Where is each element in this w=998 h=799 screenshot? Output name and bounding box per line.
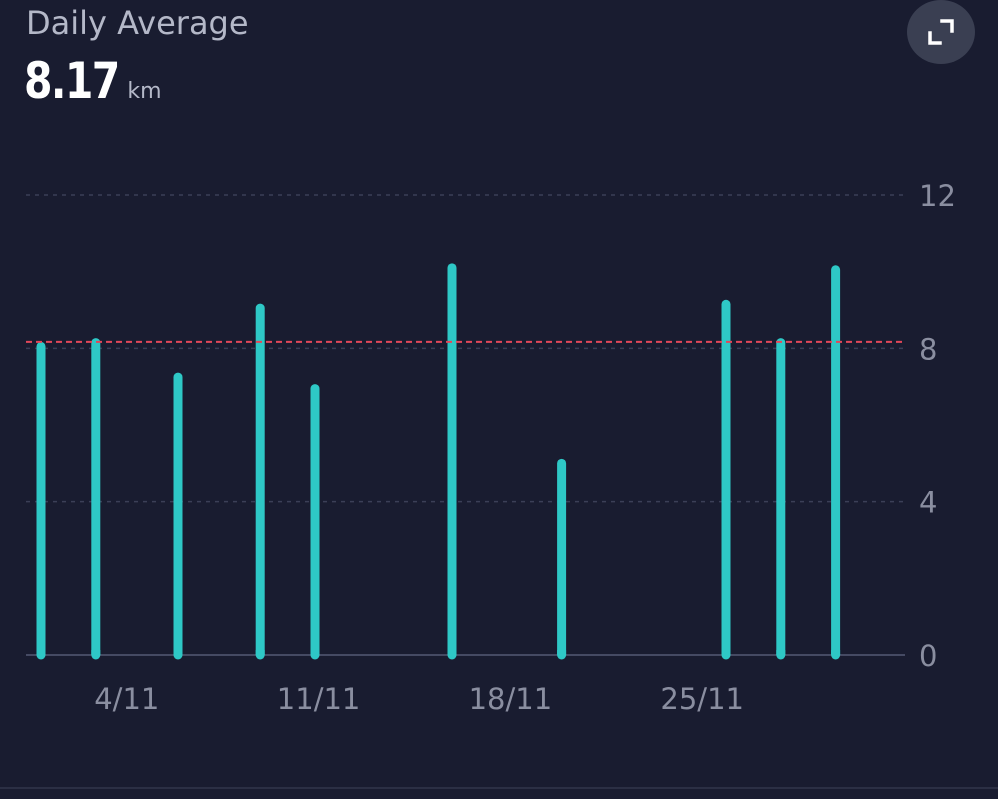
bar-base-27-11 — [721, 650, 731, 655]
bar-chart: 0 4 8 12 4/11 11/11 18/11 25/11 — [26, 179, 956, 716]
daily-average-value-row: 8.17 km — [24, 52, 162, 110]
bar-base-10-11 — [255, 650, 265, 655]
y-tick-label-4: 4 — [919, 486, 937, 520]
chart-title: Daily Average — [26, 4, 249, 42]
bar-base-17-11 — [447, 650, 457, 655]
divider — [0, 787, 998, 789]
daily-average-value: 8.17 — [24, 52, 120, 110]
daily-average-unit: km — [127, 79, 162, 104]
bar-base-21-11 — [557, 650, 567, 655]
x-tick-label-18-11: 18/11 — [469, 682, 553, 716]
expand-button[interactable] — [907, 0, 975, 64]
x-tick-label-11-11: 11/11 — [277, 682, 361, 716]
expand-icon — [928, 19, 954, 45]
bar-base-7-11 — [173, 650, 183, 655]
y-tick-label-0: 0 — [919, 639, 937, 673]
x-tick-label-25-11: 25/11 — [660, 682, 744, 716]
y-tick-label-8: 8 — [919, 332, 937, 366]
y-tick-label-12: 12 — [919, 179, 956, 213]
bar-base-4-11 — [91, 650, 101, 655]
bar-base-12-11 — [310, 650, 320, 655]
bar-base-29-11 — [776, 650, 786, 655]
bar-base-2-11 — [36, 650, 46, 655]
bar-base-1-12 — [831, 650, 841, 655]
x-tick-label-4-11: 4/11 — [94, 682, 159, 716]
